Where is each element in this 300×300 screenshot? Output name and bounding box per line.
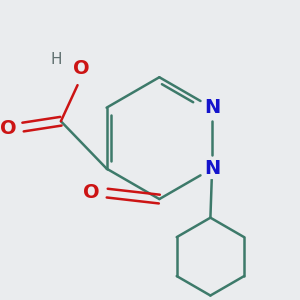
- Text: O: O: [83, 183, 100, 202]
- Text: N: N: [204, 98, 220, 117]
- Text: O: O: [0, 118, 17, 137]
- Text: N: N: [204, 159, 220, 178]
- Text: O: O: [73, 59, 89, 78]
- Text: H: H: [50, 52, 61, 67]
